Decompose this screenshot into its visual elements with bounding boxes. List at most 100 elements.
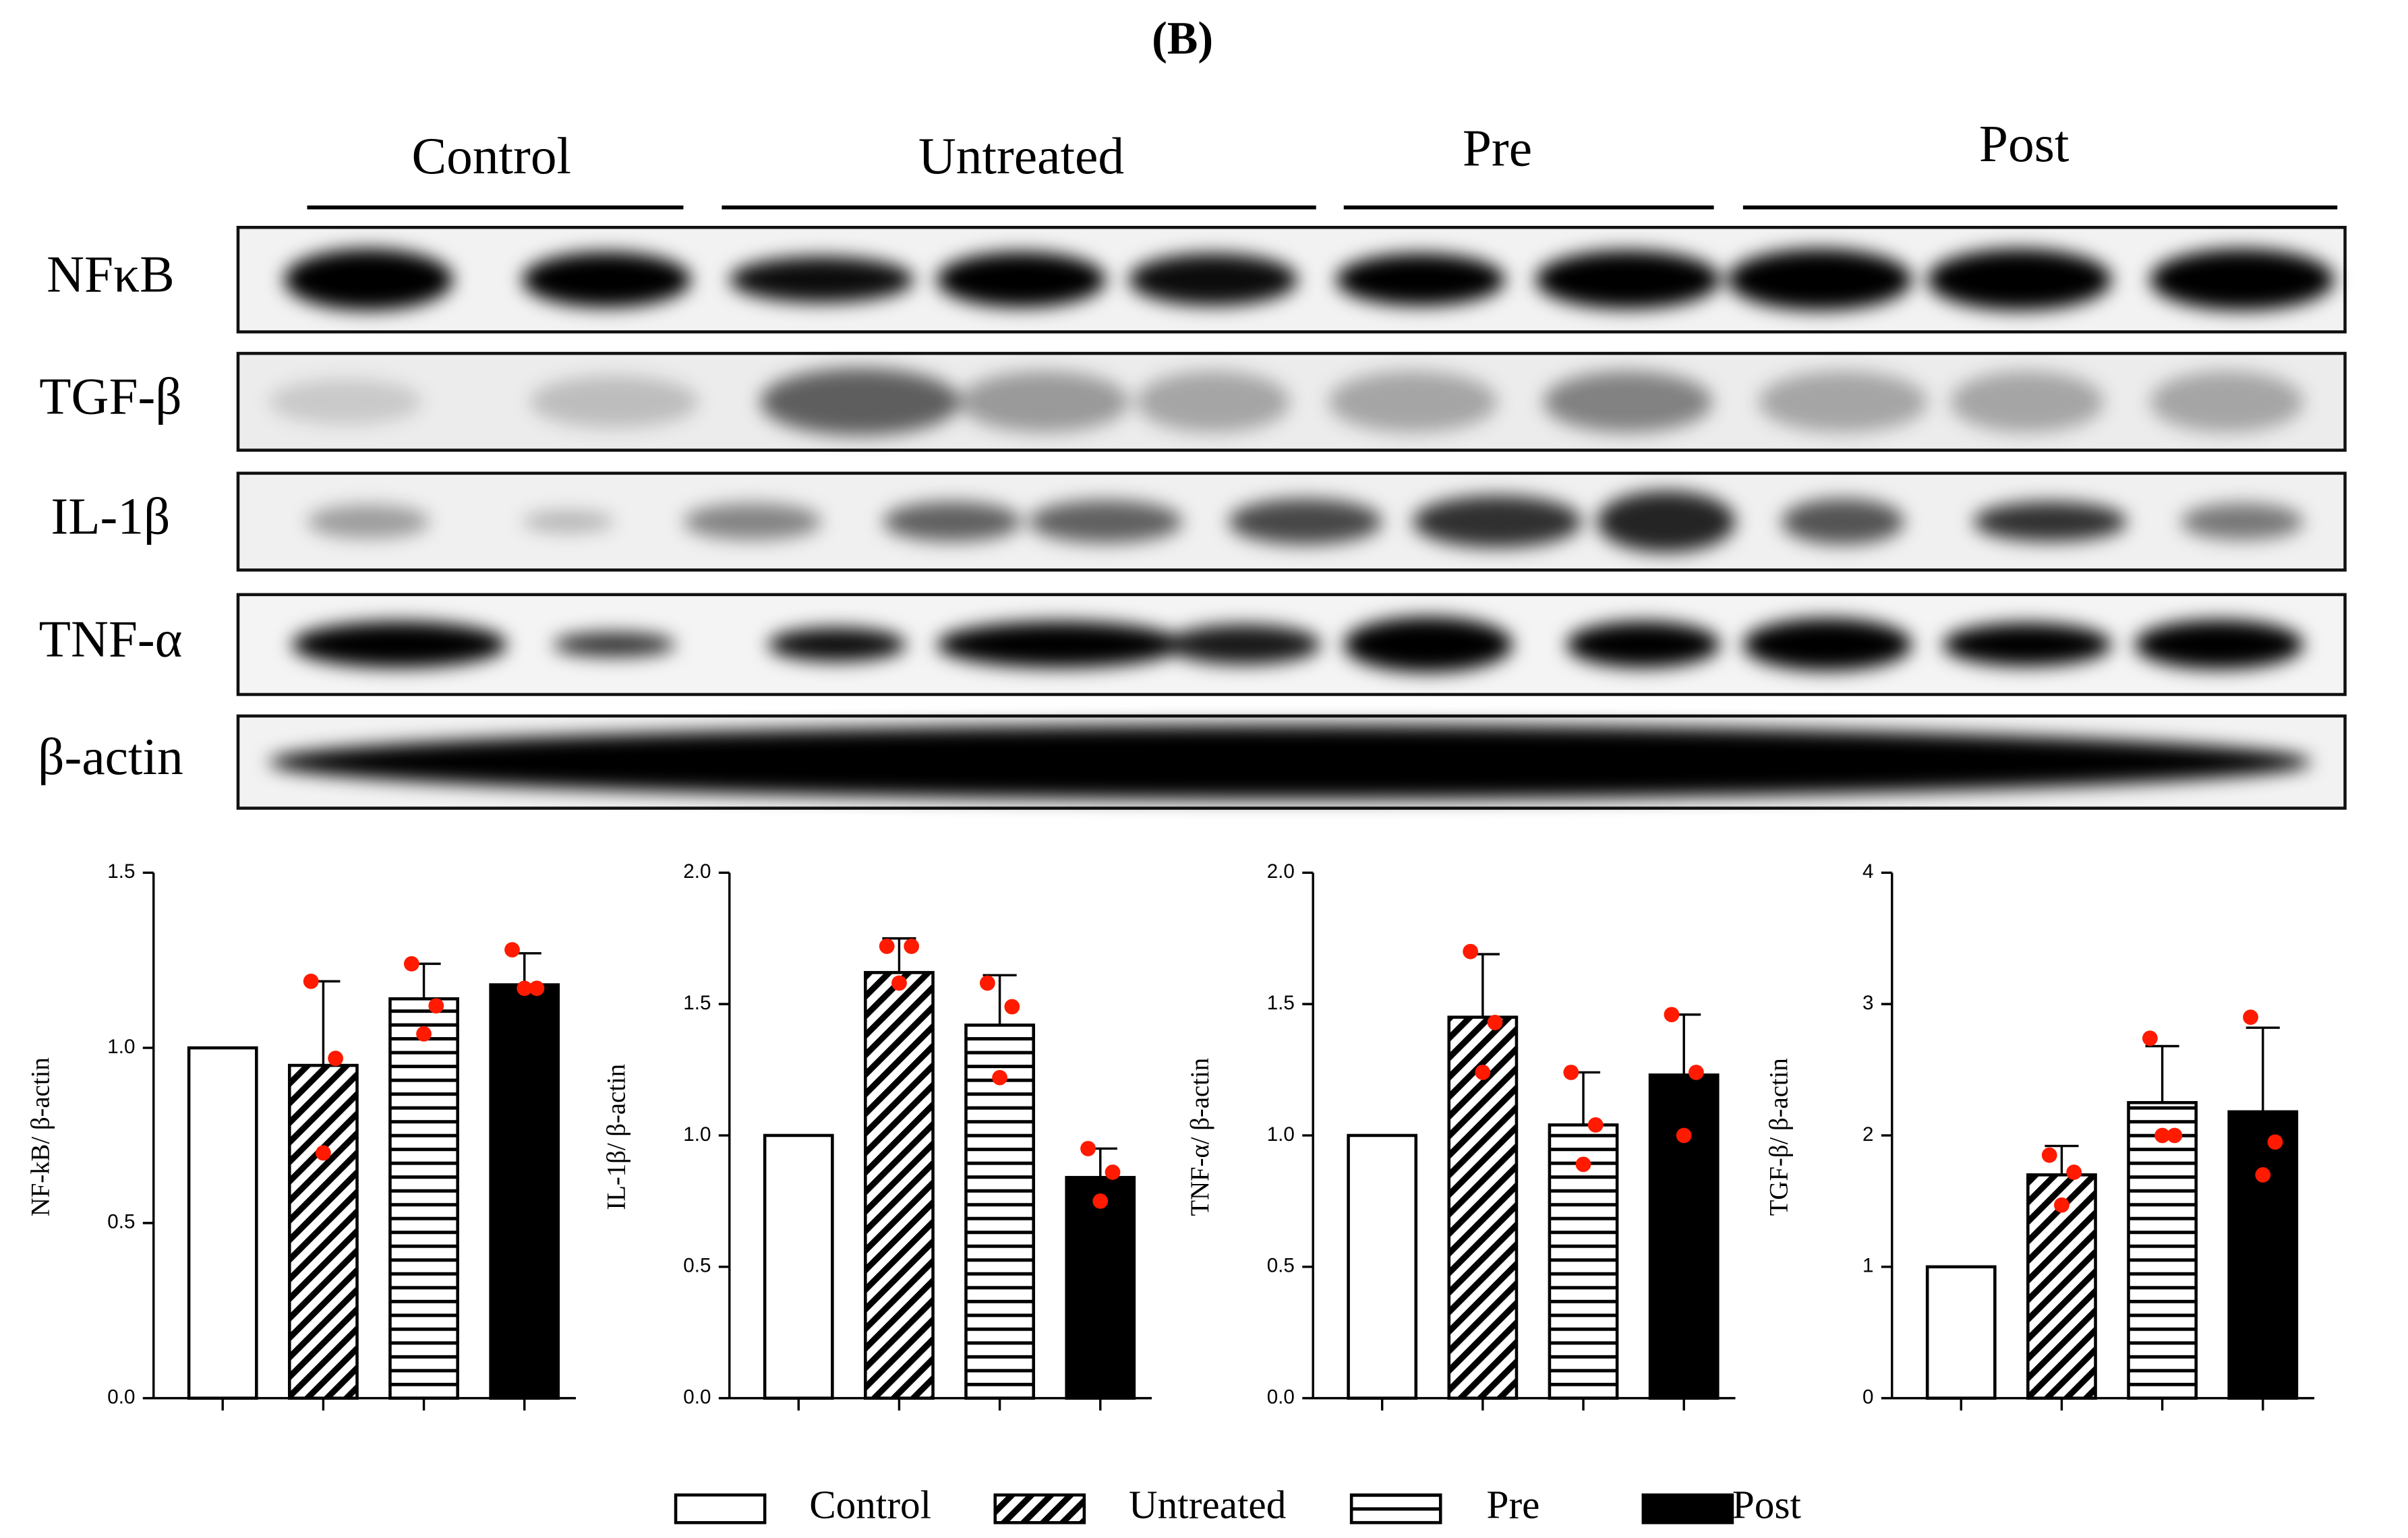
bar (288, 1063, 359, 1400)
data-point (1563, 1065, 1579, 1080)
blot-band (1128, 253, 1298, 306)
y-axis-label: IL-1β/ β-actin (602, 1064, 631, 1210)
y-tick-label: 2.0 (1267, 860, 1295, 883)
blot-band (1413, 495, 1582, 548)
data-point (416, 1026, 432, 1042)
blot-band (1028, 500, 1183, 543)
blot-band (883, 502, 1022, 542)
bar (2127, 1100, 2198, 1400)
blot-band (760, 367, 960, 436)
blot-group-label: Control (411, 127, 571, 185)
blot-band (1973, 502, 2127, 542)
blot-band (1597, 491, 1736, 553)
y-tick-label: 1.0 (107, 1036, 135, 1058)
bar (763, 1133, 834, 1400)
blot-band (1950, 371, 2105, 433)
legend-label: Post (1732, 1482, 1802, 1527)
y-axis-label: TNF-α/ β-actin (1185, 1058, 1214, 1216)
blot-band (729, 256, 914, 303)
y-tick-label: 0.0 (683, 1386, 711, 1408)
blot-band (284, 249, 453, 311)
blot-band (767, 627, 906, 661)
blot-band (1927, 249, 2112, 311)
y-tick-label: 1.5 (683, 992, 711, 1014)
y-tick-label: 0.0 (107, 1386, 135, 1408)
data-point (517, 980, 533, 997)
blot-band (683, 503, 822, 540)
legend-swatch (993, 1493, 1086, 1525)
blot-band (2134, 620, 2304, 670)
blot-band (1136, 371, 1291, 433)
data-point (428, 998, 444, 1014)
blot-band (552, 632, 676, 657)
blot-band (2180, 503, 2304, 540)
bar (2227, 1110, 2299, 1400)
data-point (879, 939, 895, 954)
blot-band (1543, 371, 1713, 433)
blot-band (1781, 498, 1905, 545)
data-point (1092, 1193, 1109, 1209)
bar (1065, 1176, 1136, 1400)
blot-bands (268, 725, 2312, 799)
blot-band (960, 371, 1129, 433)
blot-band (307, 504, 430, 539)
data-point (1487, 1015, 1503, 1030)
blot-band (529, 376, 699, 428)
blot-row-label: NFκB (47, 245, 175, 303)
legend-swatch (1641, 1493, 1734, 1525)
y-tick-label: 2.0 (683, 860, 711, 883)
data-point (2054, 1197, 2069, 1213)
data-point (1664, 1007, 1680, 1023)
data-point (992, 1069, 1007, 1086)
data-point (2243, 1009, 2258, 1026)
bar (1648, 1073, 1720, 1400)
data-point (2267, 1134, 2283, 1150)
blot-band (937, 252, 1106, 307)
data-point (904, 939, 920, 954)
data-point (1080, 1141, 1096, 1156)
blot-row-label: β-actin (38, 728, 183, 786)
bar (1447, 1015, 1519, 1400)
data-point (891, 975, 907, 991)
blot-band (1328, 371, 1498, 433)
blot-band (2150, 249, 2334, 311)
blot-group-label: Pre (1463, 119, 1532, 177)
y-tick-label: 0.0 (1267, 1386, 1295, 1408)
blot-band (1535, 250, 1720, 309)
blot-group-label: Post (1979, 115, 2069, 173)
blot-band (291, 621, 507, 668)
bar (388, 997, 459, 1400)
data-point (979, 975, 995, 991)
data-point (403, 956, 419, 972)
y-tick-label: 0.5 (1267, 1255, 1295, 1277)
y-axis-label: TGF-β/ β-actin (1765, 1058, 1794, 1216)
panel-label: (B) (1152, 12, 1213, 63)
blot-band (1758, 371, 1928, 433)
blot-group-label: Untreated (918, 127, 1124, 185)
blot-bands (284, 249, 2334, 311)
data-point (504, 942, 520, 958)
bar (489, 983, 560, 1400)
bar (1925, 1265, 1997, 1400)
y-tick-label: 3 (1862, 992, 1873, 1014)
blot-band (1167, 624, 1321, 665)
blot-band (522, 252, 691, 307)
y-tick-label: 0.5 (107, 1211, 135, 1233)
blot-band (2150, 371, 2304, 433)
data-point (2066, 1164, 2082, 1180)
data-point (1004, 999, 1020, 1015)
legend-label: Control (809, 1482, 931, 1527)
blot-row-label: TNF-α (39, 610, 183, 668)
blot-row-label: TGF-β (39, 367, 181, 425)
data-point (316, 1145, 331, 1161)
blot-bands (307, 491, 2304, 553)
y-tick-label: 1.0 (1267, 1123, 1295, 1146)
blot-band (1343, 616, 1513, 672)
blot-band (1728, 249, 1912, 311)
blot-bands (268, 367, 2304, 436)
legend-swatch (1349, 1493, 1442, 1525)
y-tick-label: 2 (1862, 1123, 1873, 1146)
blot-row-label: IL-1β (51, 487, 170, 545)
